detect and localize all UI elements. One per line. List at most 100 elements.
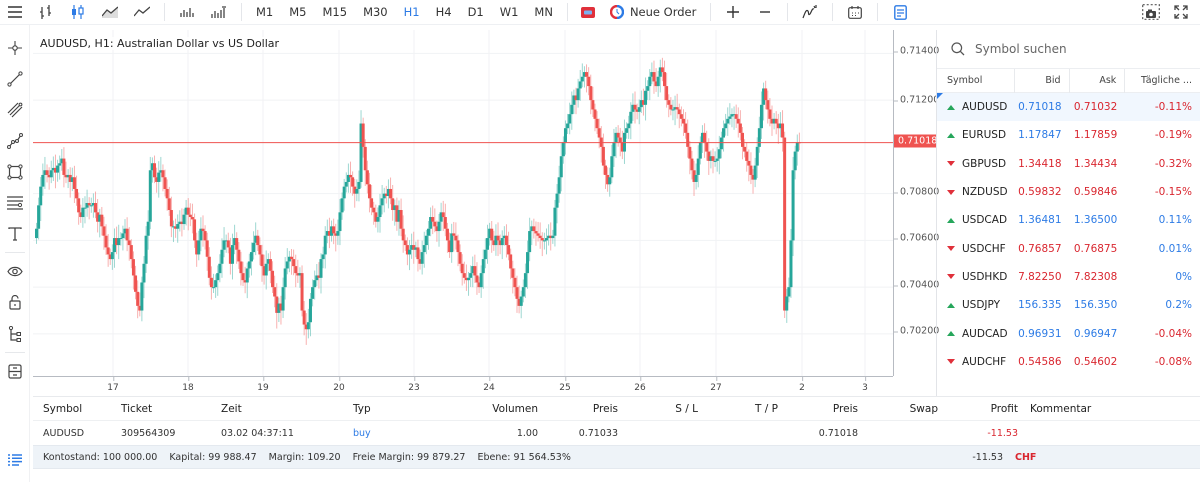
fibonacci-tool[interactable] [0, 187, 30, 218]
column-sl[interactable]: S / L [675, 402, 698, 415]
watchlist-row-audcad[interactable]: AUDCAD 0.96931 0.96947 -0.04% [937, 319, 1200, 347]
column-type[interactable]: Typ [353, 402, 371, 415]
timeframe-m30[interactable]: M30 [363, 5, 388, 19]
zoom-out-icon [760, 11, 771, 13]
visibility-toggle[interactable] [0, 256, 30, 287]
parallel-channel-tool[interactable] [0, 94, 30, 125]
watchlist-row-usdhkd[interactable]: USDHKD 7.82250 7.82308 0% [937, 263, 1200, 291]
account-summary: Kontostand: 100 000.00 Kapital: 99 988.4… [33, 445, 1200, 469]
line-chart-button[interactable] [126, 0, 158, 25]
daily-change: -0.04% [1154, 327, 1192, 340]
column-symbol[interactable]: Symbol [43, 402, 83, 415]
list-icon [8, 454, 22, 466]
watchlist-row-gbpusd[interactable]: GBPUSD 1.34418 1.34434 -0.32% [937, 150, 1200, 178]
new-order-label: Neue Order [629, 5, 697, 19]
screenshot-icon [1142, 4, 1160, 20]
column-symbol[interactable]: Symbol [937, 68, 1015, 93]
objects-tree-button[interactable] [0, 318, 30, 349]
ask-price: 0.54602 [1073, 355, 1118, 368]
watchlist-row-audusd[interactable]: AUDUSD 0.71018 0.71032 -0.11% [937, 93, 1200, 122]
timeframe-m1[interactable]: M1 [256, 5, 274, 19]
journal-icon [893, 4, 907, 20]
price-axis[interactable]: 0.71400 0.71200 0.71018 0.70800 0.70600 … [893, 30, 939, 376]
lock-toggle[interactable] [0, 287, 30, 318]
ask-price: 0.71032 [1073, 101, 1118, 114]
area-chart-button[interactable] [94, 0, 126, 25]
candlestick-button[interactable] [62, 0, 94, 25]
fullscreen-button[interactable] [1166, 0, 1196, 25]
price-chart[interactable] [33, 30, 893, 376]
watchlist-row-eurusd[interactable]: EURUSD 1.17847 1.17859 -0.19% [937, 121, 1200, 149]
symbol-search-input[interactable] [975, 42, 1175, 56]
calendar-button[interactable] [839, 0, 871, 25]
screenshot-button[interactable] [1136, 0, 1166, 25]
tick-volume-button[interactable] [203, 0, 235, 25]
arrow-up-icon [947, 217, 955, 223]
column-daily-change[interactable]: Tägliche ... [1141, 74, 1192, 86]
timeframe-h4[interactable]: H4 [435, 5, 452, 19]
one-click-trading-button[interactable] [574, 0, 602, 25]
top-toolbar: M1 M5 M15 M30 H1 H4 D1 W1 MN Neue Order [0, 0, 1200, 25]
timeframe-m5[interactable]: M5 [289, 5, 307, 19]
rectangle-tool[interactable] [0, 156, 30, 187]
templates-button[interactable] [0, 356, 30, 387]
positions-header: Symbol Ticket Zeit Typ Volumen Preis S /… [33, 397, 1200, 421]
position-row[interactable]: AUDUSD 309564309 03.02 04:37:11 buy 1.00… [33, 421, 1200, 445]
watchlist-row-usdcad[interactable]: USDCAD 1.36481 1.36500 0.11% [937, 206, 1200, 234]
volume-button[interactable] [171, 0, 203, 25]
price-tick: 0.70600 [893, 232, 940, 244]
timeframe-h1[interactable]: H1 [403, 5, 420, 19]
timeframe-d1[interactable]: D1 [467, 5, 484, 19]
watchlist-row-nzdusd[interactable]: NZDUSD 0.59832 0.59846 -0.15% [937, 178, 1200, 206]
column-ticket[interactable]: Ticket [121, 402, 153, 415]
column-bid[interactable]: Bid [1015, 68, 1070, 93]
watchlist-row-usdchf[interactable]: USDCHF 0.76857 0.76875 0.01% [937, 234, 1200, 262]
time-tick: 27 [710, 377, 722, 393]
time-tick: 19 [257, 377, 269, 393]
symbol-search[interactable] [937, 30, 1200, 69]
toggle-trade-panel-button[interactable] [0, 448, 30, 472]
timeframe-w1[interactable]: W1 [499, 5, 519, 19]
daily-change: 0.11% [1158, 214, 1192, 227]
new-order-button[interactable]: Neue Order [602, 0, 704, 25]
column-ask[interactable]: Ask [1070, 68, 1126, 93]
equity: Kapital: 99 988.47 [169, 451, 257, 463]
symbol-cell: AUDCAD [937, 328, 1015, 340]
time-tick: 26 [634, 377, 646, 393]
text-tool[interactable] [0, 218, 30, 249]
one-click-trading-icon [580, 6, 595, 18]
symbol-cell: USDJPY [937, 299, 1015, 311]
zoom-out-button[interactable] [749, 0, 781, 25]
column-time[interactable]: Zeit [221, 402, 242, 415]
column-swap[interactable]: Swap [909, 402, 938, 415]
bar-chart-button[interactable] [30, 0, 62, 25]
polyline-tool[interactable] [0, 125, 30, 156]
menu-button[interactable] [0, 0, 30, 25]
rectangle-icon [7, 163, 23, 180]
price-tick: 0.70400 [893, 279, 940, 291]
bid-price: 7.82250 [1018, 270, 1062, 283]
ask-price: 1.17859 [1073, 129, 1118, 142]
lock-icon [9, 295, 21, 310]
timeframe-mn[interactable]: MN [534, 5, 553, 19]
watchlist-row-audchf[interactable]: AUDCHF 0.54586 0.54602 -0.08% [937, 348, 1200, 376]
column-current-price[interactable]: Preis [832, 402, 858, 415]
column-profit[interactable]: Profit [990, 402, 1018, 415]
column-tp[interactable]: T / P [755, 402, 778, 415]
journal-button[interactable] [884, 0, 916, 25]
ask-price: 0.96947 [1073, 327, 1118, 340]
timeframe-m15[interactable]: M15 [322, 5, 348, 19]
column-open-price[interactable]: Preis [592, 402, 618, 415]
crosshair-tool[interactable] [0, 32, 30, 63]
zoom-in-button[interactable] [717, 0, 749, 25]
indicators-button[interactable] [794, 0, 826, 25]
time-axis[interactable]: 17 18 19 20 23 24 25 26 27 2 3 [33, 376, 893, 396]
arrow-down-icon [947, 246, 955, 252]
watchlist-row-usdjpy[interactable]: USDJPY 156.335 156.350 0.2% [937, 291, 1200, 319]
position-time: 03.02 04:37:11 [221, 427, 294, 439]
total-profit: -11.53 [972, 451, 1003, 463]
visibility-icon [7, 266, 23, 277]
column-volume[interactable]: Volumen [492, 402, 538, 415]
column-comment[interactable]: Kommentar [1030, 402, 1092, 415]
trend-line-tool[interactable] [0, 63, 30, 94]
